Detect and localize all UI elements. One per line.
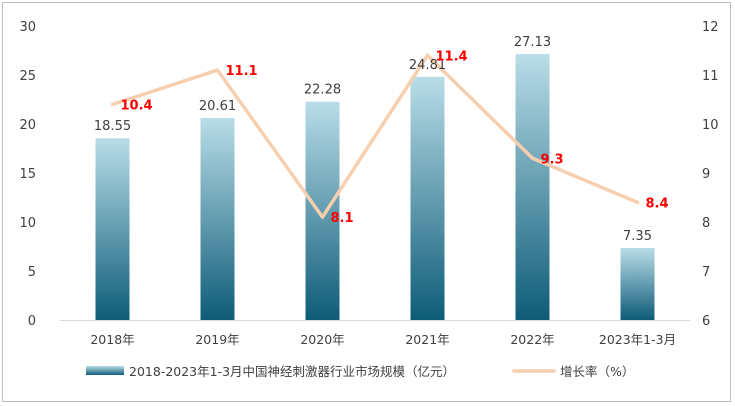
growth-value-label: 11.1 (226, 64, 258, 79)
y-right-tick-label: 11 (702, 69, 719, 84)
y-left-tick-label: 20 (19, 118, 36, 133)
growth-line-series (110, 53, 640, 219)
y-right-tick-label: 10 (702, 118, 719, 133)
legend-bar-swatch (86, 366, 124, 375)
y-right-tick-label: 6 (702, 314, 710, 329)
bar-value-label: 20.61 (199, 99, 236, 114)
y-right-tick-label: 12 (702, 20, 719, 35)
y-left-tick-label: 25 (19, 69, 36, 84)
x-category-label: 2021年 (405, 332, 449, 347)
bar-value-label: 24.81 (409, 58, 446, 73)
y-right-tick-label: 8 (702, 216, 710, 231)
legend: 2018-2023年1-3月中国神经刺激器行业市场规模（亿元） 增长率（%） (86, 364, 634, 379)
growth-value-label: 11.4 (436, 49, 468, 64)
bar (620, 247, 655, 320)
growth-value-label: 8.4 (646, 196, 669, 211)
legend-line-label: 增长率（%） (560, 364, 634, 379)
y-left-tick-label: 15 (19, 167, 36, 182)
bar (200, 118, 235, 320)
y-right-tick-label: 7 (702, 265, 710, 280)
y-axis-right: 6 7 8 9 10 11 12 (702, 20, 719, 329)
bar (95, 138, 130, 320)
bar-value-label: 22.28 (304, 83, 341, 98)
growth-value-label: 8.1 (331, 211, 354, 226)
bar-value-label: 7.35 (623, 229, 652, 244)
bar (410, 76, 445, 320)
x-category-label: 2020年 (300, 332, 344, 347)
growth-value-label: 9.3 (541, 152, 564, 167)
bar-value-label: 18.55 (94, 119, 131, 134)
x-category-label: 2023年1-3月 (599, 332, 676, 347)
y-right-tick-label: 9 (702, 167, 710, 182)
y-left-tick-label: 10 (19, 216, 36, 231)
bar (515, 54, 550, 320)
y-axis-left: 0 5 10 15 20 25 30 (19, 20, 36, 329)
x-category-label: 2022年 (510, 332, 554, 347)
x-category-label: 2019年 (195, 332, 239, 347)
bar-series (95, 54, 655, 320)
y-left-tick-label: 5 (28, 265, 36, 280)
bar-value-label: 27.13 (514, 35, 551, 50)
growth-value-label: 10.4 (121, 98, 153, 113)
bar-value-labels: 18.55 20.61 22.28 24.81 27.13 7.35 (94, 35, 652, 244)
legend-bar-label: 2018-2023年1-3月中国神经刺激器行业市场规模（亿元） (129, 364, 455, 379)
growth-line (110, 53, 640, 219)
x-axis-categories: 2018年 2019年 2020年 2021年 2022年 2023年1-3月 (60, 320, 690, 347)
bar (305, 101, 340, 320)
y-left-tick-label: 0 (28, 314, 36, 329)
y-left-tick-label: 30 (19, 20, 36, 35)
x-category-label: 2018年 (90, 332, 134, 347)
growth-value-labels: 10.4 11.1 8.1 11.4 9.3 8.4 (121, 49, 669, 226)
